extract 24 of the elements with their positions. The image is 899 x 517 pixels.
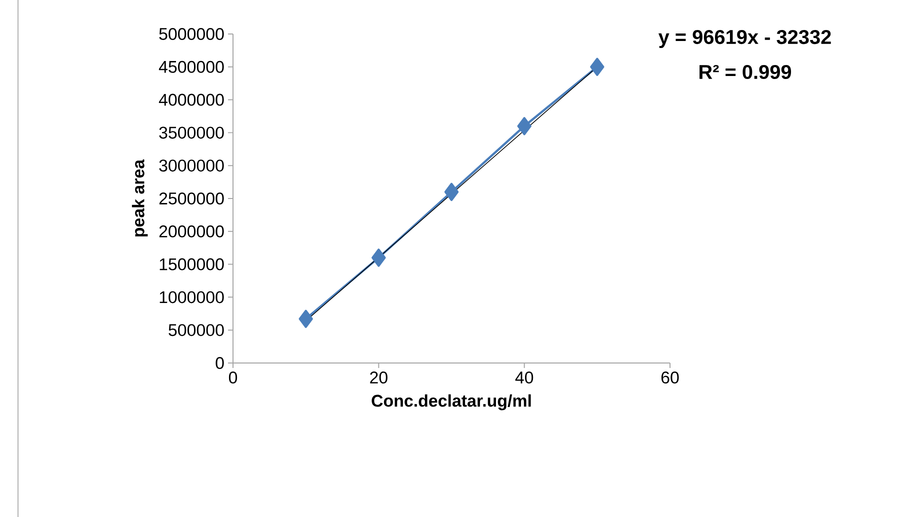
y-tick-label: 2500000 <box>159 192 224 204</box>
point <box>590 58 604 76</box>
x-tick-label: 20 <box>370 372 388 384</box>
y-tick-label: 2000000 <box>159 225 224 238</box>
x-tick-label: 60 <box>661 372 679 384</box>
annotation: y = 96619x - 32332 <box>658 30 831 48</box>
x-tick-label: 40 <box>515 372 534 384</box>
y-tick-label: 500000 <box>168 324 224 336</box>
point <box>444 182 459 202</box>
x-tick-label: 0 <box>228 372 238 384</box>
text: R² = 0.999 <box>700 64 792 80</box>
y-axis-title: peak area <box>132 159 148 236</box>
y-tick-label: 3000000 <box>159 160 224 172</box>
y-tick-label: 3500000 <box>159 126 224 139</box>
x-axis-title: Conc.declatar.ug/ml <box>372 394 531 410</box>
y-tick-label: 1500000 <box>160 258 224 270</box>
y-tick-label: 4500000 <box>158 60 224 73</box>
y-tick-label: 5000000 <box>159 28 224 40</box>
y-tick-label: 4000000 <box>158 94 224 106</box>
y-tick-label: 1000000 <box>160 291 224 304</box>
y-tick-label: 0 <box>216 356 224 369</box>
point <box>372 248 386 267</box>
point <box>517 117 532 136</box>
point <box>298 310 313 328</box>
